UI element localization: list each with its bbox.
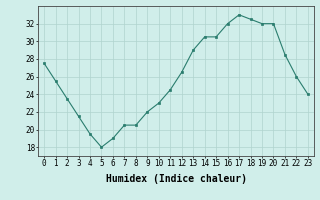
X-axis label: Humidex (Indice chaleur): Humidex (Indice chaleur): [106, 174, 246, 184]
